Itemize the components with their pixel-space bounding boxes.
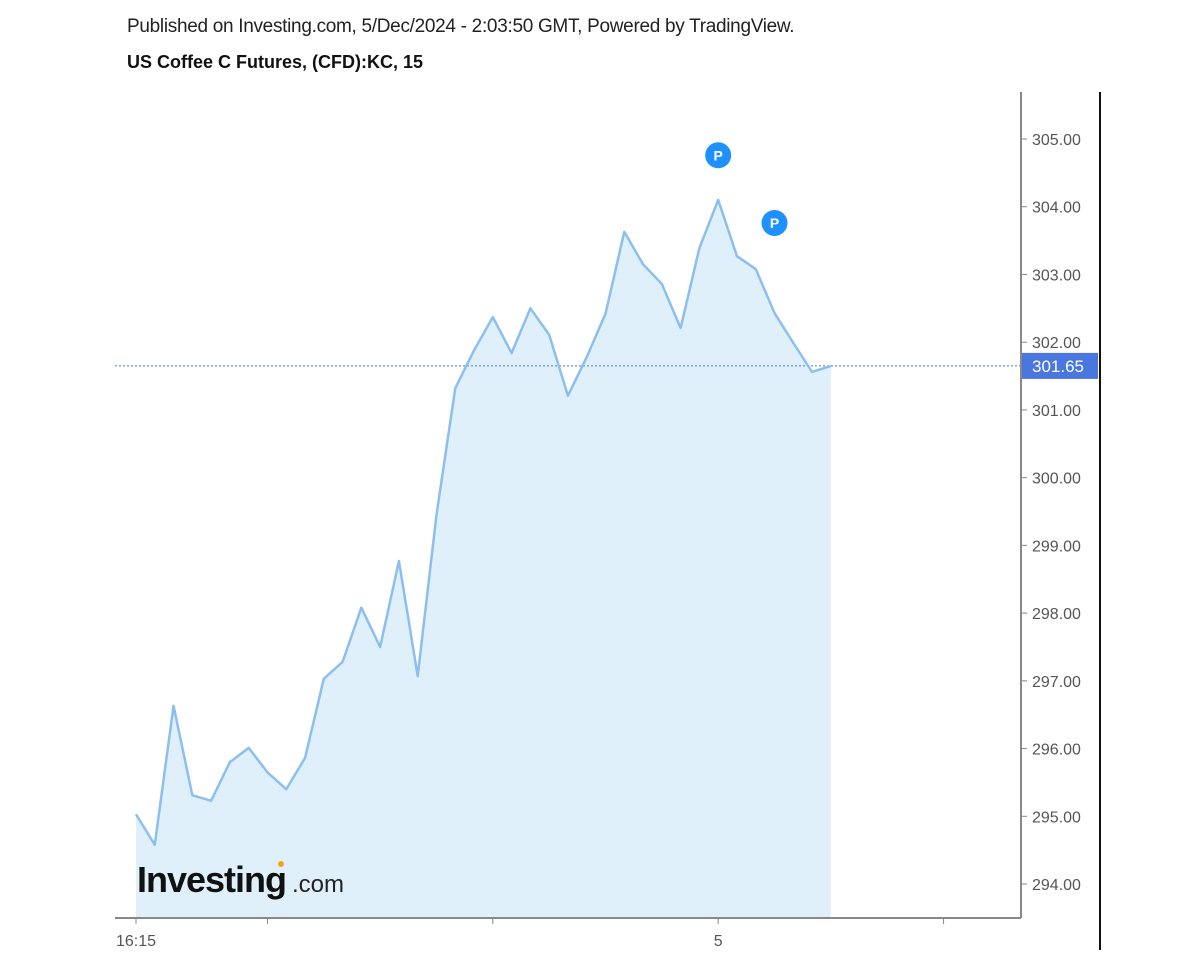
svg-text:.com: .com <box>292 871 344 898</box>
y-tick-label: 296.00 <box>1032 742 1081 759</box>
y-tick-label: 299.00 <box>1032 538 1081 555</box>
position-marker-icon[interactable]: P <box>705 142 732 169</box>
y-tick-label: 295.00 <box>1032 809 1081 826</box>
marker-label: P <box>714 147 723 163</box>
time-axis[interactable]: 16:15 5 <box>116 918 945 950</box>
marker-label: P <box>770 215 779 231</box>
svg-text:301.65: 301.65 <box>1032 357 1084 376</box>
y-tick-label: 300.00 <box>1032 471 1081 488</box>
y-tick-label: 305.00 <box>1032 132 1081 149</box>
y-tick-label: 304.00 <box>1032 200 1081 217</box>
y-tick-label: 298.00 <box>1032 606 1081 623</box>
x-tick-label: 5 <box>714 933 723 950</box>
published-note: Published on Investing.com, 5/Dec/2024 -… <box>127 16 795 37</box>
y-tick-label: 294.00 <box>1032 877 1081 894</box>
last-price-badge: 301.65 <box>1022 352 1098 379</box>
y-tick-label: 297.00 <box>1032 674 1081 691</box>
y-tick-label: 303.00 <box>1032 267 1081 284</box>
x-tick-label: 16:15 <box>116 933 156 950</box>
price-area <box>136 199 831 917</box>
price-axis[interactable]: 294.00 295.00 296.00 297.00 298.00 299.00 300.… <box>1021 132 1081 894</box>
y-tick-label: 302.00 <box>1032 335 1081 352</box>
investing-logo: Investing .com <box>137 859 344 900</box>
chart-title: US Coffee C Futures, (CFD):KC, 15 <box>127 52 424 72</box>
y-tick-label: 301.00 <box>1032 403 1081 420</box>
svg-text:Investing: Investing <box>137 859 286 900</box>
position-marker-icon[interactable]: P <box>761 209 788 236</box>
price-line <box>134 198 832 846</box>
